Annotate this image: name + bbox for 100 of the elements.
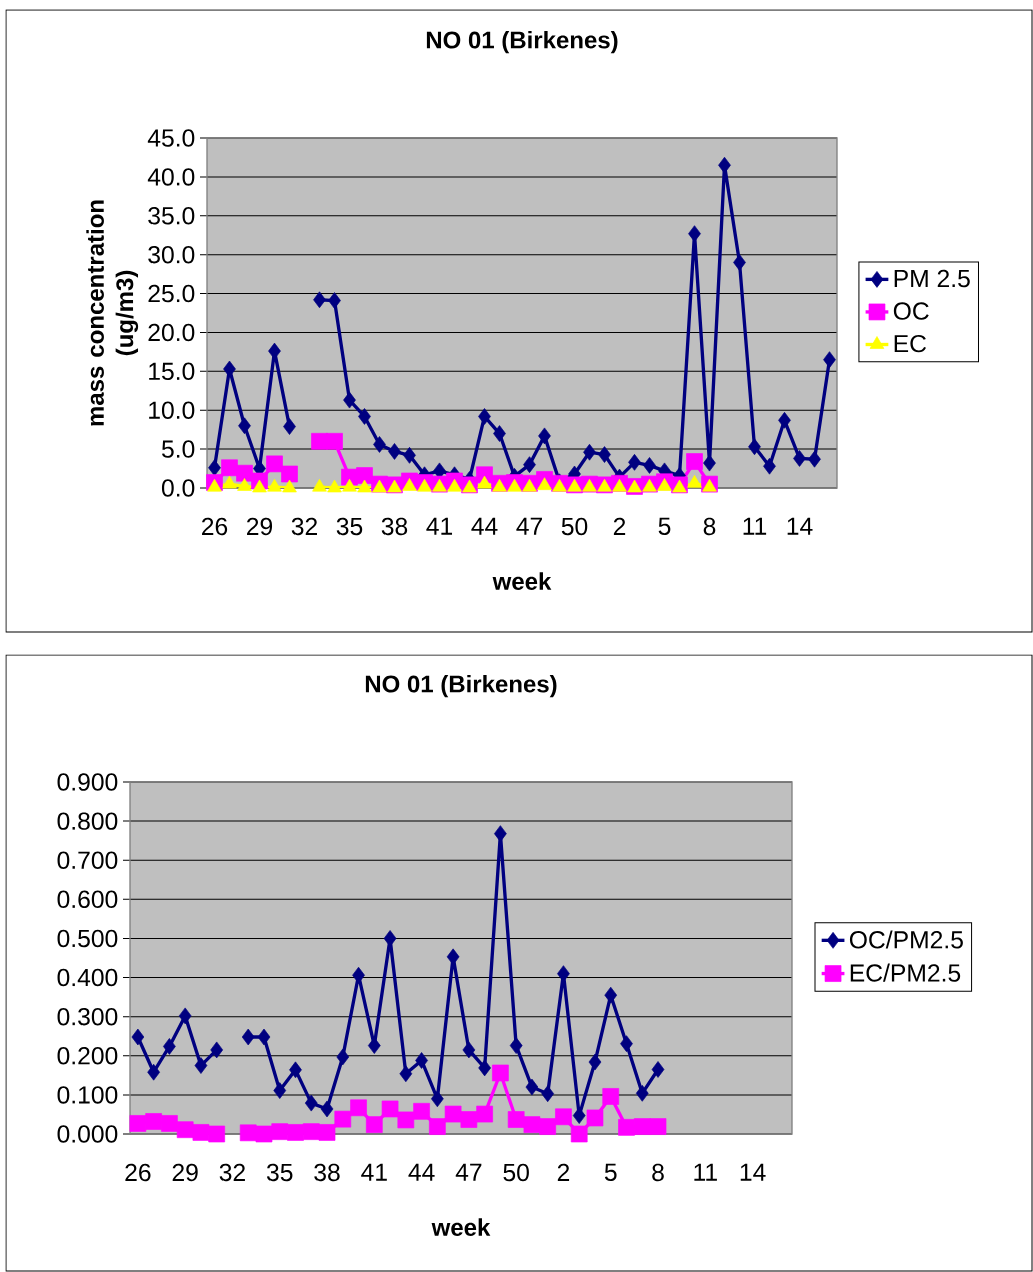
point [161,1115,178,1132]
y-tick-label: 20.0 [148,323,195,342]
point [628,453,641,471]
point [283,418,296,435]
x-tick-label: 41 [361,1163,387,1181]
point [358,408,371,425]
point [657,478,672,491]
point [147,1063,160,1081]
x-tick-label: 8 [652,1163,664,1182]
x-tick-label: 38 [314,1163,340,1182]
y-tick-label: 0.500 [57,929,118,948]
legend-label: OC/PM2.5 [849,930,963,949]
point [241,1028,255,1046]
point [417,478,432,492]
y-tick-label: 0.800 [57,812,118,830]
point [176,1121,194,1139]
point [281,465,298,483]
y-tick-label: 0.300 [57,1007,118,1026]
point [267,478,282,492]
point [687,474,702,488]
y-tick-label: 10.0 [149,401,195,419]
x-tick-label: 50 [561,517,588,536]
point [778,411,791,429]
x-tick-label: 38 [381,517,408,536]
x-tick-label: 32 [219,1163,245,1182]
point [586,1109,604,1127]
y-tick-label: 35.0 [148,207,195,225]
point [557,965,570,982]
point [388,443,401,460]
point [373,436,386,453]
point [620,1035,633,1052]
x-tick-label: 29 [172,1163,198,1182]
point [328,292,341,309]
point [207,478,222,492]
point [282,479,297,493]
point [403,446,416,464]
y-tick-label: 0.900 [57,773,118,791]
point [649,1118,667,1135]
point [633,1118,651,1135]
legend-label: PM 2.5 [894,269,970,288]
point [163,1038,176,1055]
y-tick-label: 0.400 [57,968,118,987]
point [365,1116,383,1133]
point [402,478,417,491]
point [492,1064,509,1082]
point [208,1125,226,1143]
point [523,1116,541,1133]
point [462,1041,476,1059]
point [588,1053,602,1071]
y-tick-label: 0.600 [57,890,118,909]
chart-title: NO 01 (Birkenes) [365,674,557,698]
point [287,1124,304,1141]
point [718,156,731,174]
y-tick-label: 0.100 [57,1086,118,1104]
y-tick-label: 0.0 [161,479,195,497]
x-tick-label: 47 [455,1163,482,1181]
point [237,478,252,491]
x-tick-label: 32 [291,517,317,536]
point [688,225,701,242]
point [312,478,327,492]
x-tick-label: 29 [247,517,273,536]
point [381,1100,399,1118]
point [194,1057,208,1074]
point [541,1085,555,1103]
point [222,475,237,489]
point [460,1111,478,1128]
point [635,1084,649,1102]
point [178,1007,192,1025]
point [763,457,776,475]
y-tick-label: 0.000 [57,1125,118,1143]
x-tick-label: 47 [516,517,542,535]
point [415,1052,428,1069]
point [538,427,551,445]
x-tick-label: 5 [604,1163,617,1181]
y-tick-label: 30.0 [148,245,195,264]
x-axis-title: week [492,572,552,590]
point [273,1082,287,1099]
x-tick-label: 14 [740,1163,766,1181]
point [334,1110,352,1128]
point [523,456,536,473]
point [302,1123,320,1140]
point [478,1059,491,1077]
x-tick-label: 8 [703,517,716,536]
point [494,825,507,842]
point [342,478,357,492]
x-tick-label: 35 [336,517,363,536]
x-tick-label: 44 [408,1163,435,1181]
point [372,479,387,493]
legend-label: EC/PM2.5 [850,963,961,982]
point [555,1108,572,1126]
point [257,1028,271,1046]
x-tick-label: 35 [266,1163,293,1182]
point [252,479,267,493]
point [266,455,283,473]
point [444,1105,462,1123]
point [604,986,618,1004]
x-tick-label: 41 [426,517,453,535]
point [304,1094,318,1112]
point [357,479,372,493]
point [129,1115,147,1132]
